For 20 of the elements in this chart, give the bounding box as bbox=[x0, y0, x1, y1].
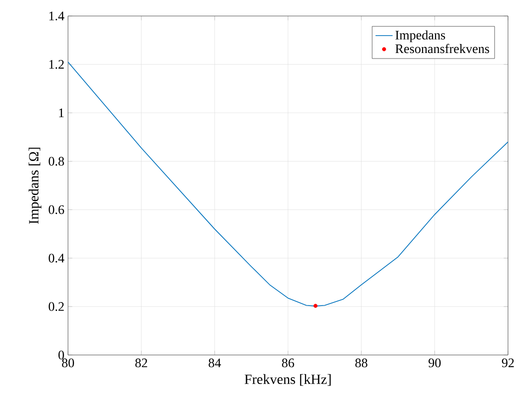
legend-label: Resonansfrekvens bbox=[395, 44, 490, 54]
x-axis-title: Frekvens [kHz] bbox=[244, 374, 331, 386]
y-tick-label: 0.6 bbox=[48, 205, 64, 214]
x-tick-label: 82 bbox=[135, 358, 148, 368]
y-tick-label: 1 bbox=[59, 108, 64, 118]
legend-label: Impedans bbox=[395, 30, 446, 42]
y-tick-label: 1.2 bbox=[49, 60, 64, 69]
x-tick-label: 90 bbox=[428, 358, 441, 368]
y-axis-title: Impedans [Ω] bbox=[28, 148, 42, 224]
y-tick-label: 1.4 bbox=[49, 12, 64, 20]
y-tick-label: 0.8 bbox=[48, 156, 64, 166]
x-tick-label: 88 bbox=[355, 358, 368, 368]
x-tick-label: 92 bbox=[502, 358, 514, 368]
x-tick-label: 86 bbox=[282, 358, 294, 368]
x-tick-label: 84 bbox=[208, 358, 221, 368]
line-series bbox=[68, 62, 508, 306]
y-tick-label: 0.4 bbox=[48, 254, 64, 263]
x-tick-label: 80 bbox=[62, 358, 74, 368]
y-tick-label: 0 bbox=[58, 350, 64, 360]
y-tick-label: 0.2 bbox=[48, 302, 64, 311]
